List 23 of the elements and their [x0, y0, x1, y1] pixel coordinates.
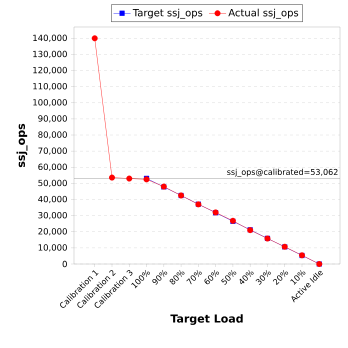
- point: [126, 176, 132, 182]
- ref-line-label: ssj_ops@calibrated=53,062: [227, 168, 338, 177]
- y-tick-label: 130,000: [33, 50, 67, 58]
- point: [108, 174, 115, 181]
- y-tick-label: 80,000: [38, 131, 67, 139]
- y-tick-label: 50,000: [38, 180, 67, 188]
- legend-label: Target ssj_ops: [132, 8, 202, 19]
- x-axis-title: Target Load: [170, 314, 243, 325]
- y-tick-label: 70,000: [38, 148, 67, 155]
- y-tick-label: 100,000: [33, 99, 67, 106]
- y-tick-label: 60,000: [38, 164, 67, 171]
- y-tick-label: 120,000: [33, 66, 67, 74]
- y-tick-label: 30,000: [38, 212, 67, 220]
- y-tick-label: 40,000: [38, 196, 67, 204]
- y-tick-label: 0: [62, 260, 67, 268]
- legend-label: Actual ssj_ops: [228, 8, 298, 19]
- y-tick-label: 90,000: [38, 115, 67, 123]
- y-axis-title: ssj_ops: [16, 124, 28, 168]
- y-tick-label: 110,000: [33, 83, 67, 90]
- y-tick-label: 20,000: [38, 228, 67, 236]
- y-tick-label: 10,000: [38, 244, 67, 252]
- point: [92, 35, 98, 42]
- y-tick-label: 140,000: [33, 34, 67, 42]
